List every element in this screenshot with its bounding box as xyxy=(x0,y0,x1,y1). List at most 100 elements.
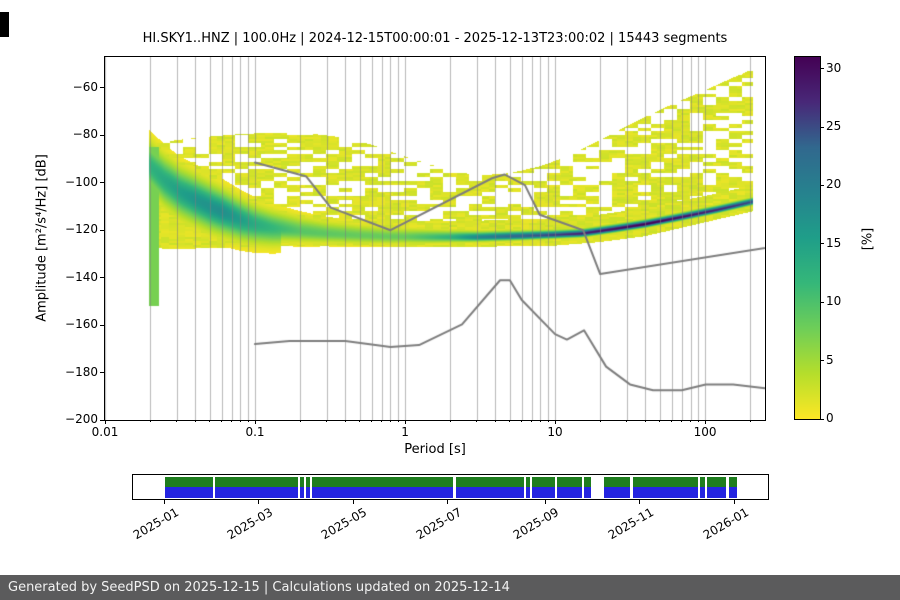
left-edge-artifact xyxy=(0,12,9,37)
x-tick xyxy=(254,420,256,424)
colorbar-tick-label: 20 xyxy=(826,177,842,192)
colorbar-tick xyxy=(820,418,824,420)
x-tick-label: 0.01 xyxy=(91,425,119,439)
colorbar-tick xyxy=(820,360,824,362)
footer-text: Generated by SeedPSD on 2025-12-15 | Cal… xyxy=(8,580,510,595)
timeline-tick-label: 2025-11 xyxy=(605,505,656,543)
coverage-segment-bottom xyxy=(311,487,454,498)
x-minor-tick xyxy=(681,420,683,422)
ppsd-heatmap-canvas xyxy=(105,57,765,420)
y-tick-label: −160 xyxy=(65,317,98,332)
x-minor-tick xyxy=(389,420,391,422)
timeline-tick xyxy=(447,500,449,504)
x-minor-tick xyxy=(521,420,523,422)
x-minor-tick xyxy=(531,420,533,422)
colorbar-tick-label: 10 xyxy=(826,294,842,309)
colorbar-tick-label: 30 xyxy=(826,60,842,75)
x-minor-tick xyxy=(449,420,451,422)
coverage-segment-top xyxy=(707,477,727,487)
footer-status-bar: Generated by SeedPSD on 2025-12-15 | Cal… xyxy=(0,575,900,600)
x-minor-tick xyxy=(690,420,691,422)
y-tick xyxy=(100,324,104,326)
coverage-segment-top xyxy=(700,477,706,487)
colorbar-tick-label: 5 xyxy=(826,352,834,367)
y-axis-label: Amplitude [m²/s⁴/Hz] [dB] xyxy=(34,154,50,322)
x-minor-tick xyxy=(239,420,241,422)
x-minor-tick xyxy=(299,420,301,422)
y-tick-label: −60 xyxy=(72,79,98,94)
coverage-segment-bottom xyxy=(526,487,531,498)
x-minor-tick xyxy=(509,420,511,422)
coverage-segment-top xyxy=(632,477,699,487)
coverage-segment-bottom xyxy=(215,487,299,498)
timeline-tick-label: 2025-09 xyxy=(510,505,562,543)
y-tick xyxy=(100,182,104,184)
coverage-segment-bottom xyxy=(603,487,631,498)
colorbar-gradient xyxy=(795,57,820,419)
x-minor-tick xyxy=(644,420,646,422)
x-axis-label: Period [s] xyxy=(404,442,466,457)
x-tick xyxy=(104,420,106,424)
x-minor-tick xyxy=(149,420,151,422)
timeline-coverage-bar xyxy=(132,474,769,500)
timeline-tick-label: 2025-05 xyxy=(318,505,370,543)
x-minor-tick xyxy=(397,420,399,422)
coverage-segment-top xyxy=(532,477,555,487)
coverage-segment-bottom xyxy=(300,487,305,498)
coverage-segment-top xyxy=(306,477,310,487)
timeline-tick xyxy=(258,500,260,504)
coverage-segment-top xyxy=(300,477,305,487)
x-minor-tick xyxy=(381,420,383,422)
coverage-segment-top xyxy=(215,477,299,487)
x-minor-tick xyxy=(671,420,673,422)
y-tick-label: −200 xyxy=(65,412,98,426)
coverage-segment-top xyxy=(455,477,525,487)
y-tick-label: −180 xyxy=(65,364,98,379)
coverage-segment-bottom xyxy=(700,487,706,498)
timeline-tick xyxy=(639,500,641,504)
coverage-segment-bottom xyxy=(707,487,727,498)
x-minor-tick xyxy=(659,420,661,422)
x-minor-tick xyxy=(176,420,178,422)
coverage-segment-bottom xyxy=(455,487,525,498)
x-tick xyxy=(404,420,406,424)
x-minor-tick xyxy=(476,420,478,422)
timeline-tick xyxy=(734,500,736,504)
colorbar-tick xyxy=(820,301,824,303)
y-tick xyxy=(100,87,104,89)
colorbar-tick-label: 25 xyxy=(826,119,842,134)
y-tick xyxy=(100,229,104,231)
plot-title: HI.SKY1..HNZ | 100.0Hz | 2024-12-15T00:0… xyxy=(142,31,728,46)
y-tick xyxy=(100,419,104,421)
x-tick xyxy=(554,420,556,424)
coverage-segment-top xyxy=(728,477,737,487)
x-tick-label: 1 xyxy=(401,425,409,439)
colorbar-tick xyxy=(820,184,824,186)
x-minor-tick xyxy=(697,420,699,422)
colorbar xyxy=(794,56,821,420)
x-minor-tick xyxy=(599,420,601,422)
y-tick-label: −80 xyxy=(72,127,98,142)
coverage-segment-top xyxy=(526,477,531,487)
timeline-tick-label: 2025-03 xyxy=(224,505,275,543)
y-tick xyxy=(100,277,104,279)
x-minor-tick xyxy=(626,420,628,422)
coverage-segment-bottom xyxy=(557,487,583,498)
coverage-segment-bottom xyxy=(532,487,555,498)
x-minor-tick xyxy=(547,420,549,422)
x-minor-tick xyxy=(221,420,223,422)
x-minor-tick xyxy=(539,420,541,422)
timeline-tick-label: 2025-01 xyxy=(130,505,181,543)
coverage-segment-top xyxy=(557,477,583,487)
colorbar-tick xyxy=(820,126,824,128)
coverage-segment-bottom xyxy=(728,487,737,498)
x-minor-tick xyxy=(494,420,496,422)
coverage-segment-top xyxy=(603,477,631,487)
timeline-tick xyxy=(352,500,354,504)
timeline-tick-label: 2026-01 xyxy=(700,505,751,543)
x-tick xyxy=(704,420,706,424)
colorbar-tick-label: 0 xyxy=(826,411,834,425)
colorbar-label: [%] xyxy=(860,227,876,251)
x-tick-label: 10 xyxy=(547,425,563,439)
x-minor-tick xyxy=(194,420,196,422)
